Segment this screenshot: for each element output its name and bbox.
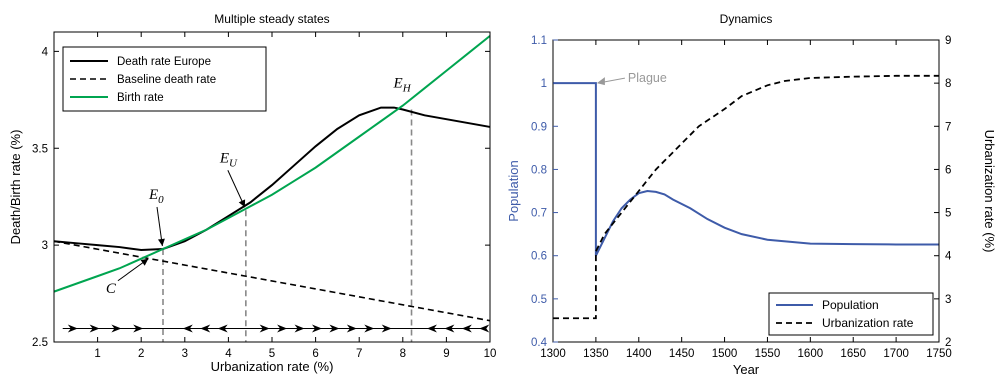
right-y-tick-label: 1.1	[531, 35, 547, 47]
phase-arrow-left	[461, 324, 472, 333]
left-x-tick-label: 1	[94, 348, 100, 360]
right-x-axis-label: Year	[733, 362, 760, 376]
plague-label: Plague	[628, 71, 667, 85]
death-rate-europe-line	[53, 106, 491, 251]
urbanization-rate-line	[553, 74, 939, 320]
population-line	[553, 82, 939, 257]
right-legend-box	[768, 292, 934, 336]
left-x-tick-label: 7	[356, 348, 362, 360]
left-x-tick-label: 6	[312, 348, 318, 360]
phase-arrow-left	[444, 324, 455, 333]
phase-arrow-right	[67, 324, 78, 333]
annotation-arrowhead	[157, 238, 165, 246]
phase-arrow-left	[182, 324, 193, 333]
right-y-tick-label: 0.6	[531, 251, 547, 263]
phase-arrow-right	[133, 324, 144, 333]
left-y-tick-label: 3	[42, 240, 48, 252]
right-y2-tick-label: 8	[945, 78, 951, 90]
phase-arrow-right	[111, 324, 122, 333]
left-chart-title: Multiple steady states	[214, 12, 329, 26]
annotation-label: EU	[219, 150, 238, 169]
left-x-tick-label: 3	[182, 348, 188, 360]
annotation-arrowhead	[238, 199, 246, 208]
left-x-axis-label: Urbanization rate (%)	[211, 359, 334, 374]
phase-arrow-right	[381, 324, 392, 333]
right-y-axis-label: Population	[506, 160, 521, 221]
phase-arrow-left	[217, 324, 228, 333]
right-y2-tick-label: 7	[945, 121, 951, 133]
plague-arrowhead	[596, 77, 605, 86]
phase-arrow-left	[200, 324, 211, 333]
legend-label-urbanization-rate: Urbanization rate	[822, 316, 914, 330]
phase-arrow-right	[277, 324, 288, 333]
right-y2-tick-label: 4	[945, 251, 952, 263]
right-plot-frame	[552, 39, 940, 343]
right-y2-tick-label: 2	[945, 337, 951, 349]
left-x-tick-label: 10	[484, 348, 497, 360]
left-y-axis-label: Death/Birth rate (%)	[8, 130, 23, 245]
left-x-tick-label: 8	[400, 348, 406, 360]
right-x-tick-label: 1750	[926, 348, 952, 360]
left-x-tick-label: 5	[269, 348, 275, 360]
phase-arrow-left	[426, 324, 437, 333]
left-y-tick-label: 3.5	[32, 143, 48, 155]
right-chart-title: Dynamics	[720, 12, 773, 26]
legend-label-death-rate-europe: Death rate Europe	[117, 56, 211, 68]
right-legend: Population Urbanization rate	[768, 292, 934, 336]
right-y2-tick-label: 6	[945, 164, 951, 176]
phase-arrow-right	[329, 324, 340, 333]
legend-label-population: Population	[822, 298, 879, 312]
right-y-tick-label: 0.4	[531, 337, 548, 349]
annotation-label: C	[106, 281, 117, 297]
left-legend-box	[62, 46, 267, 112]
left-x-tick-label: 4	[225, 348, 232, 360]
birth-rate-line	[53, 35, 491, 293]
right-y2-tick-label: 3	[945, 294, 951, 306]
right-chart: Dynamics 1300 1350 1400 1450 1500 1550 1600 165…	[506, 12, 997, 376]
right-y2-tick-label: 9	[945, 35, 951, 47]
right-x-tick-label: 1450	[669, 348, 695, 360]
right-x-tick-label: 1500	[712, 348, 738, 360]
right-y2-axis-label: Urbanization rate (%)	[982, 130, 997, 253]
phase-arrow-left	[479, 324, 490, 333]
right-x-tick-label: 1350	[583, 348, 609, 360]
annotation-label: E0	[148, 187, 164, 206]
right-y2-tick-label: 5	[945, 208, 951, 220]
legend-label-birth-rate: Birth rate	[117, 92, 164, 104]
right-x-tick-label: 1550	[755, 348, 781, 360]
right-x-tick-label: 1400	[626, 348, 652, 360]
phase-arrow-right	[311, 324, 322, 333]
left-x-tick-label: 2	[138, 348, 144, 360]
legend-label-baseline-death-rate: Baseline death rate	[117, 74, 216, 86]
left-y-tick-label: 4	[42, 46, 49, 58]
left-y-tick-label: 2.5	[32, 337, 48, 349]
phase-arrow-right	[89, 324, 100, 333]
right-y-tick-label: 0.5	[531, 294, 547, 306]
right-x-tick-label: 1600	[798, 348, 824, 360]
phase-arrow-right	[294, 324, 305, 333]
baseline-death-rate-line	[53, 240, 491, 322]
left-x-tick-label: 9	[443, 348, 449, 360]
right-y-tick-label: 0.9	[531, 121, 547, 133]
right-y-tick-label: 0.8	[531, 164, 547, 176]
right-x-tick-label: 1650	[840, 348, 866, 360]
left-legend: Death rate Europe Baseline death rate Bi…	[62, 46, 267, 112]
phase-arrow-right	[346, 324, 357, 333]
phase-arrow-right	[364, 324, 375, 333]
left-chart: Multiple steady states E0 EU EH C 1 2 3 4 5 6 7 8 9…	[8, 12, 496, 374]
phase-arrow-right	[259, 324, 270, 333]
annotation-arrowhead	[140, 258, 149, 266]
annotation-label: EH	[393, 76, 412, 95]
right-y-tick-label: 1	[541, 78, 547, 90]
right-x-tick-label: 1300	[540, 348, 566, 360]
right-y-tick-label: 0.7	[531, 208, 547, 220]
right-x-tick-label: 1700	[883, 348, 909, 360]
